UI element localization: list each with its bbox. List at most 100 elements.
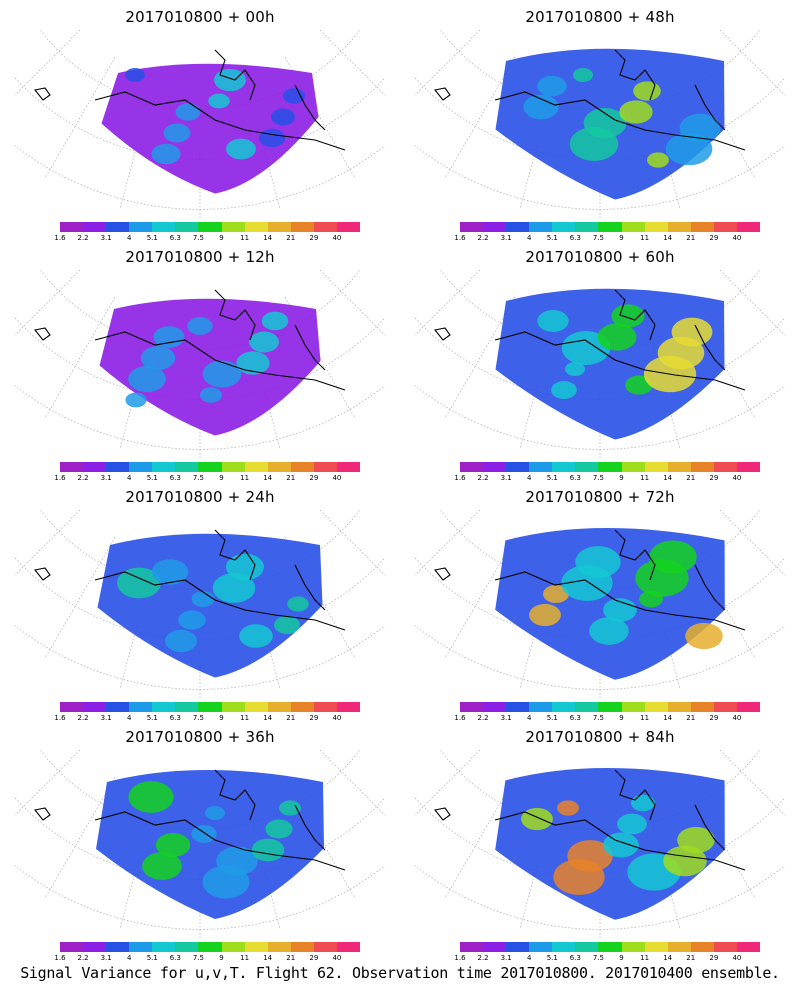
colorbar-tick-label: 2.2 <box>77 714 89 722</box>
colorbar-swatch <box>644 462 668 472</box>
colorbar-swatch <box>667 942 691 952</box>
colorbar-tick-label: 1.6 <box>454 234 466 242</box>
map-panel-p72: 2017010800 + 72h 1.6 2.2 3.1 4 5.1 6.3 7.5 9 11 14… <box>400 480 800 725</box>
colorbar-swatch <box>713 702 737 712</box>
colorbar-swatch <box>575 702 599 712</box>
colorbar-swatch <box>621 702 645 712</box>
colorbar-swatch <box>175 222 199 232</box>
colorbar-tick-label: 9 <box>219 714 224 722</box>
colorbar-swatch <box>290 222 314 232</box>
colorbar-swatch <box>598 222 622 232</box>
colorbar-swatch <box>336 942 361 952</box>
colorbar-swatch <box>483 222 507 232</box>
colorbar-swatch <box>460 702 484 712</box>
colorbar-tick-label: 5.1 <box>546 474 558 482</box>
panel-title: 2017010800 + 84h <box>525 728 675 746</box>
colorbar-swatch <box>621 462 645 472</box>
colorbar-swatch <box>129 702 153 712</box>
colorbar-swatch <box>621 222 645 232</box>
map-panel-p48: 2017010800 + 48h 1.6 2.2 3.1 4 5.1 6.3 7.5 9 11 14… <box>400 0 800 245</box>
colorbar: 1.6 2.2 3.1 4 5.1 6.3 7.5 9 11 14 21 29 40 <box>54 462 361 484</box>
colorbar-swatch <box>129 462 153 472</box>
colorbar-tick-label: 2.2 <box>77 474 89 482</box>
colorbar-tick-label: 11 <box>240 234 250 242</box>
colorbar-tick-label: 7.5 <box>192 234 205 242</box>
colorbar-tick-label: 5.1 <box>146 234 158 242</box>
colorbar-swatch <box>129 222 153 232</box>
colorbar-tick-label: 3.1 <box>100 714 112 722</box>
colorbar-swatch <box>598 702 622 712</box>
colorbar-tick-label: 11 <box>240 954 250 962</box>
colorbar-swatch <box>313 222 337 232</box>
figure-caption: Signal Variance for u,v,T. Flight 62. Ob… <box>20 964 780 982</box>
colorbar: 1.6 2.2 3.1 4 5.1 6.3 7.5 9 11 14 21 29 40 <box>54 222 361 244</box>
colorbar-tick-label: 5.1 <box>146 714 158 722</box>
colorbar-swatch <box>483 942 507 952</box>
colorbar-swatch <box>529 942 553 952</box>
colorbar-swatch <box>336 462 361 472</box>
colorbar-swatch <box>736 222 761 232</box>
colorbar-tick-label: 40 <box>332 234 342 242</box>
colorbar-swatch <box>221 942 245 952</box>
colorbar: 1.6 2.2 3.1 4 5.1 6.3 7.5 9 11 14 21 29 40 <box>454 462 761 484</box>
colorbar: 1.6 2.2 3.1 4 5.1 6.3 7.5 9 11 14 21 29 40 <box>54 702 361 724</box>
colorbar-swatch <box>221 702 245 712</box>
colorbar-tick-label: 4 <box>126 474 132 482</box>
colorbar-tick-label: 4 <box>526 234 532 242</box>
colorbar-swatches <box>460 222 761 232</box>
colorbar-tick-label: 40 <box>732 234 742 242</box>
colorbar-tick-label: 3.1 <box>500 474 512 482</box>
colorbar-swatch <box>267 462 291 472</box>
colorbar-swatch <box>244 702 268 712</box>
colorbar-swatch <box>336 702 361 712</box>
colorbar-swatch <box>221 222 245 232</box>
colorbar-tick-label: 6.3 <box>569 234 581 242</box>
colorbar-tick-label: 14 <box>263 234 273 242</box>
polar-map <box>415 270 785 460</box>
map-panel-p36: 2017010800 + 36h 1.6 2.2 3.1 4 5.1 6.3 7.5 9 11 14… <box>0 720 400 965</box>
colorbar-tick-label: 3.1 <box>100 954 112 962</box>
colorbar-swatch <box>267 222 291 232</box>
colorbar-tick-label: 5.1 <box>146 954 158 962</box>
colorbar-swatch <box>736 702 761 712</box>
colorbar-swatch <box>313 942 337 952</box>
colorbar-swatch <box>60 462 84 472</box>
colorbar-tick-label: 6.3 <box>569 474 581 482</box>
colorbar-swatch <box>106 702 130 712</box>
colorbar-swatch <box>552 462 576 472</box>
coastlines <box>434 769 746 871</box>
map-panel-p12: 2017010800 + 12h 1.6 2.2 3.1 4 5.1 6.3 7.5 9 11 14… <box>0 240 400 485</box>
variance-field <box>495 48 725 200</box>
colorbar-tick-label: 29 <box>709 954 719 962</box>
coastlines <box>34 529 346 631</box>
colorbar-tick-label: 4 <box>126 954 132 962</box>
variance-field <box>97 533 323 678</box>
colorbar-swatch <box>244 222 268 232</box>
colorbar-swatch <box>506 702 530 712</box>
colorbar-swatch <box>483 702 507 712</box>
colorbar-tick-label: 11 <box>240 474 250 482</box>
colorbar-tick-label: 1.6 <box>454 714 466 722</box>
colorbar-tick-label: 7.5 <box>592 714 605 722</box>
colorbar-swatch <box>667 702 691 712</box>
colorbar-tick-label: 14 <box>663 474 673 482</box>
variance-field <box>96 770 324 919</box>
colorbar-swatch <box>552 222 576 232</box>
colorbar-tick-label: 4 <box>126 714 132 722</box>
colorbar-tick-label: 5.1 <box>546 954 558 962</box>
colorbar-tick-label: 29 <box>309 954 319 962</box>
colorbar-tick-label: 21 <box>286 954 296 962</box>
colorbar-swatch <box>129 942 153 952</box>
colorbar-tick-label: 40 <box>332 714 342 722</box>
colorbar-swatch <box>175 702 199 712</box>
colorbar-tick-label: 6.3 <box>569 714 581 722</box>
colorbar-swatch <box>221 462 245 472</box>
panel-title: 2017010800 + 48h <box>525 8 675 26</box>
colorbar-swatches <box>60 942 361 952</box>
colorbar-tick-label: 4 <box>126 234 132 242</box>
colorbar-tick-label: 2.2 <box>477 714 489 722</box>
colorbar-tick-label: 40 <box>732 714 742 722</box>
colorbar-tick-label: 1.6 <box>454 474 466 482</box>
variance-field <box>101 63 319 194</box>
coastlines <box>434 49 746 151</box>
